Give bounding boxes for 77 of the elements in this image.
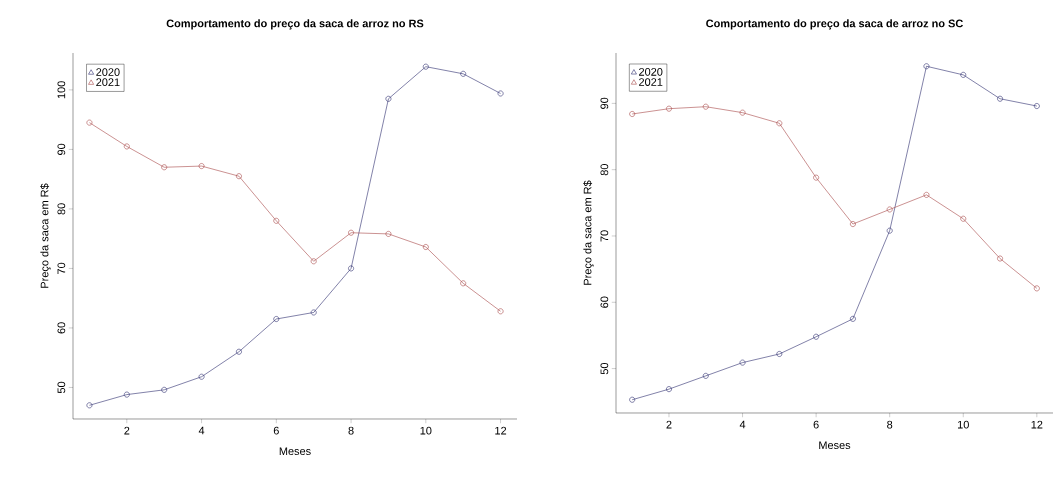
point <box>161 386 168 393</box>
point <box>1033 285 1040 292</box>
point <box>813 174 820 181</box>
point <box>1033 103 1040 109</box>
point <box>273 217 280 224</box>
point <box>702 103 709 110</box>
point <box>997 95 1003 102</box>
legend-label: 2021 <box>639 78 663 86</box>
point <box>702 372 709 379</box>
point <box>310 309 317 316</box>
x-axis-title: Meses <box>279 447 311 456</box>
x-tick-label: 4 <box>739 420 746 429</box>
point <box>161 164 168 171</box>
x-tick-label: 2 <box>666 420 672 429</box>
point <box>776 351 783 357</box>
point <box>422 63 429 70</box>
point <box>923 191 930 198</box>
x-tick-label: 2 <box>124 426 130 435</box>
legend-label: 2020 <box>96 68 120 76</box>
point <box>886 227 893 234</box>
legend-label: 2021 <box>96 78 120 87</box>
y-tick-label: 100 <box>57 81 66 99</box>
y-tick-label: 50 <box>600 362 609 375</box>
x-tick-label: 8 <box>887 420 893 429</box>
point <box>813 333 820 340</box>
point <box>666 105 672 112</box>
point <box>236 348 242 355</box>
y-axis-title: Preço da saca em R$ <box>583 180 594 285</box>
point <box>123 391 130 398</box>
point <box>236 173 242 180</box>
x-tick-label: 4 <box>198 426 205 435</box>
point <box>850 221 856 227</box>
point <box>739 359 746 366</box>
y-tick-label: 80 <box>600 164 609 176</box>
point <box>310 258 317 265</box>
point <box>348 265 354 272</box>
point <box>923 63 930 70</box>
point <box>997 255 1003 262</box>
x-tick-label: 8 <box>348 426 354 435</box>
legend-label: 2020 <box>639 68 663 76</box>
point <box>273 316 280 322</box>
chart-title: Comportamento do preço da saca de arroz no RS <box>166 19 424 30</box>
y-tick-label: 70 <box>600 230 609 242</box>
point <box>739 109 746 116</box>
point <box>460 70 467 77</box>
point <box>348 229 354 236</box>
y-tick-label: 60 <box>57 322 66 334</box>
y-tick-label: 60 <box>600 296 609 308</box>
chart-title: Comportamento do preço da saca de arroz no SC <box>706 19 963 30</box>
y-axis-title: Preço da saca em R$ <box>40 183 51 288</box>
y-tick-label: 80 <box>57 203 66 215</box>
point <box>850 315 856 322</box>
x-tick-label: 12 <box>495 426 507 435</box>
point <box>886 206 893 213</box>
y-tick-label: 90 <box>600 97 609 109</box>
x-tick-label: 6 <box>273 426 279 435</box>
point <box>385 231 392 237</box>
x-tick-label: 12 <box>1031 420 1043 429</box>
x-axis-title: Meses <box>819 441 851 450</box>
point <box>422 244 429 250</box>
point <box>123 143 130 150</box>
point <box>960 215 967 222</box>
point <box>776 120 783 127</box>
y-tick-label: 90 <box>57 143 66 155</box>
x-tick-label: 10 <box>957 420 969 429</box>
point <box>198 373 205 380</box>
point <box>460 280 467 287</box>
x-tick-label: 6 <box>813 420 819 429</box>
point <box>960 71 967 78</box>
point <box>198 163 205 169</box>
point <box>497 90 504 97</box>
point <box>666 386 672 393</box>
y-tick-label: 50 <box>57 381 66 394</box>
point <box>497 308 504 315</box>
point <box>385 95 392 102</box>
y-tick-label: 70 <box>57 262 66 274</box>
x-tick-label: 10 <box>420 426 432 435</box>
